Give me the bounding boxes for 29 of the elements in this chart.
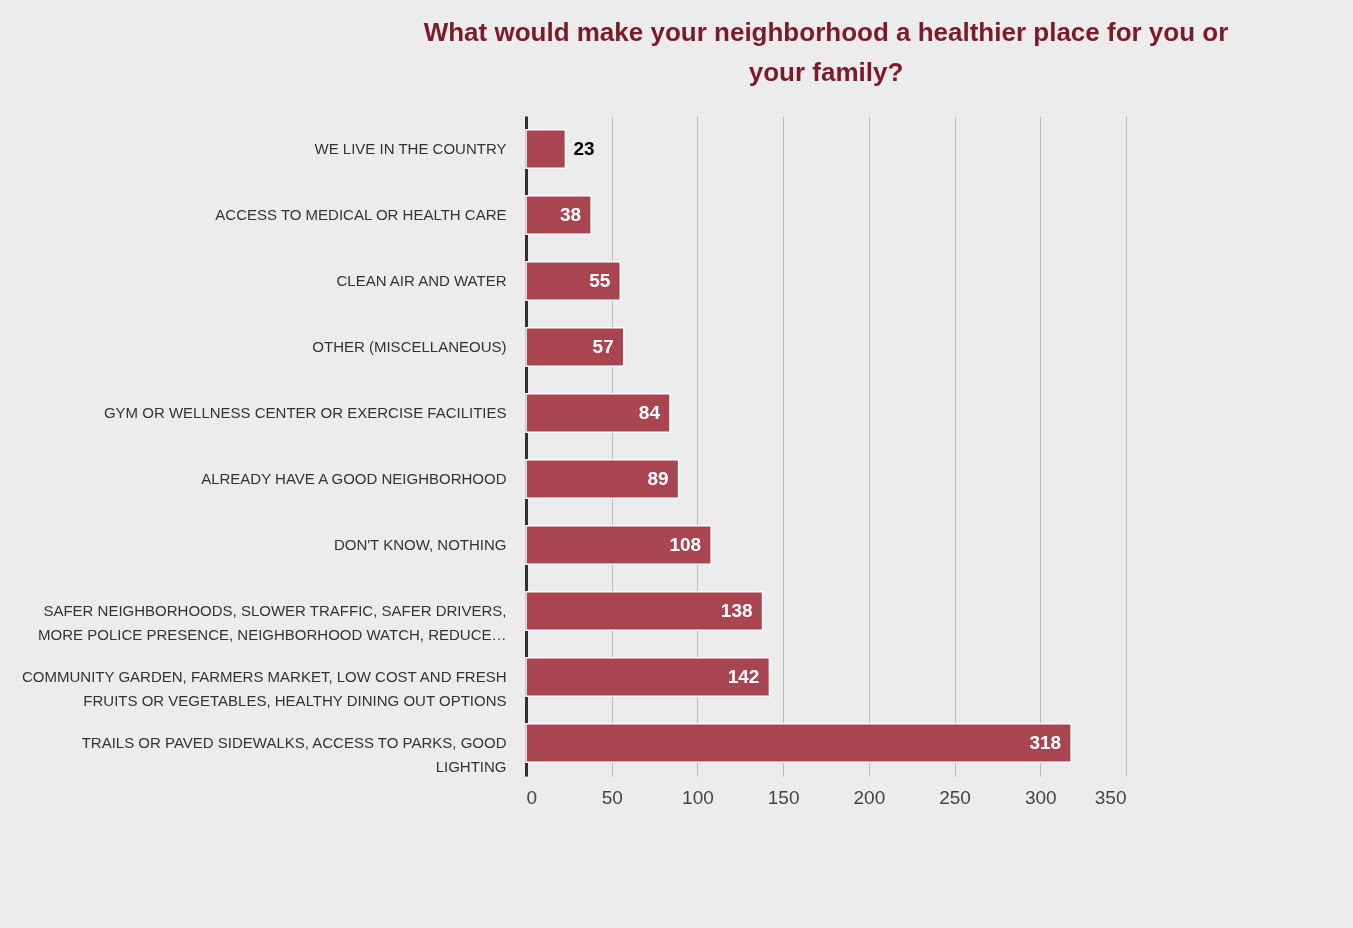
x-tick-label: 250 [939,786,971,808]
x-tick-label: 150 [767,786,800,808]
y-tick-label: SAFER NEIGHBORHOODS, SLOWER TRAFFIC, SAFER DRIVERS, MORE POLICE PRESENCE, NEIGHBORHOOD WATCH, REDUCE… [38,602,507,643]
y-tick-label: DON'T KNOW, NOTHING [333,536,507,553]
y-tick-label: OTHER (MISCELLANEOUS) [312,338,507,355]
y-tick-label: CLEAN AIR AND WATER [336,272,507,289]
x-tick-label: 100 [682,786,714,808]
chart-title: What would make your neighborhood a healthier place for you or your family? [423,17,1229,87]
y-tick-label: WE LIVE IN THE COUNTRY [314,140,507,157]
y-tick-label: COMMUNITY GARDEN, FARMERS MARKET, LOW COST AND FRESH FRUITS OR VEGETABLES, HEALTHY DINING OUT OPTIONS [22,668,507,709]
x-tick-label: 300 [1024,786,1057,808]
data-label: 38 [560,204,582,225]
data-label: 23 [573,138,595,159]
x-tick-label: 50 [601,786,623,808]
data-label: 138 [720,600,753,621]
data-label: 57 [592,336,614,357]
data-label: 84 [638,402,661,423]
data-label: 318 [1029,732,1062,753]
data-label: 142 [727,666,760,687]
y-tick-label: TRAILS OR PAVED SIDEWALKS, ACCESS TO PARKS, GOOD LIGHTING [81,734,507,775]
x-tick-label: 350 [1094,786,1127,808]
y-tick-label: GYM OR WELLNESS CENTER OR EXERCISE FACILITIES [103,404,507,421]
y-tick-label: ACCESS TO MEDICAL OR HEALTH CARE [215,206,507,223]
y-tick-label: ALREADY HAVE A GOOD NEIGHBORHOOD [201,470,507,487]
x-tick-label: 0 [526,786,538,808]
data-label: 89 [647,468,669,489]
x-tick-label: 200 [853,786,886,808]
data-label: 108 [669,534,702,555]
data-label: 55 [589,270,611,291]
